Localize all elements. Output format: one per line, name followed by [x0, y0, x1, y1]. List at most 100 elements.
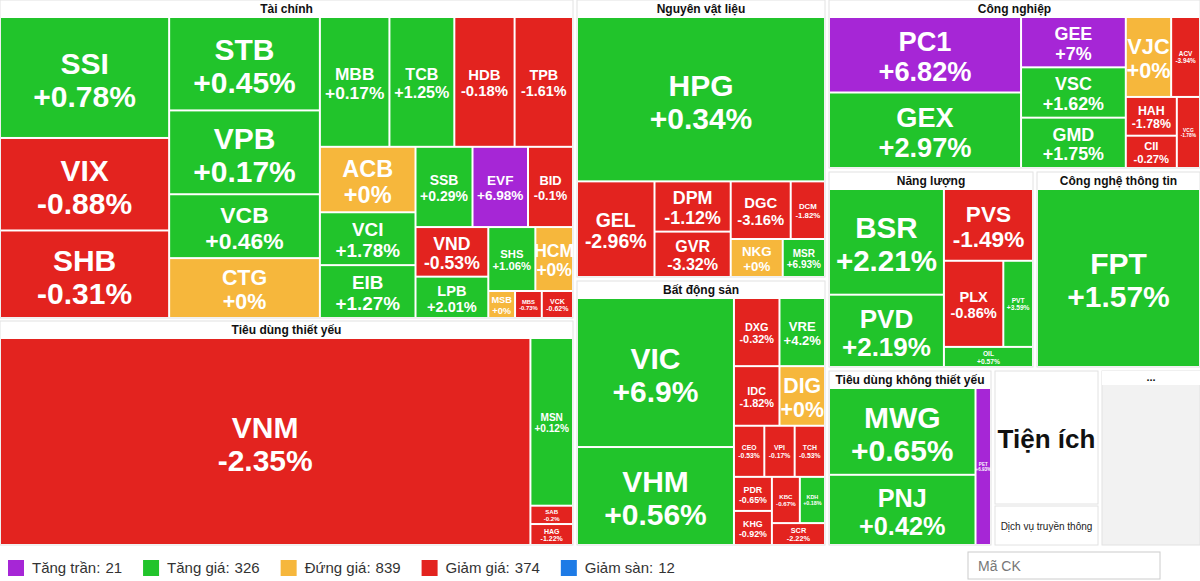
stock-cell[interactable]: VIC+6.9% [578, 299, 733, 446]
stock-cell[interactable]: PET+6.93% [976, 389, 991, 544]
stock-rect[interactable] [1022, 18, 1125, 66]
stock-rect[interactable] [321, 266, 415, 317]
stock-cell[interactable]: VNM-2.35% [1, 339, 529, 544]
stock-rect[interactable] [170, 18, 319, 109]
stock-cell[interactable]: ACB+0% [321, 148, 415, 211]
stock-cell[interactable]: PVT+3.59% [1004, 262, 1032, 346]
stock-rect[interactable] [578, 18, 824, 180]
stock-rect[interactable] [801, 478, 824, 522]
stock-rect[interactable] [455, 18, 513, 146]
stock-cell[interactable]: HCM+0% [534, 228, 574, 290]
stock-cell[interactable]: PDR-0.65% [735, 478, 771, 510]
stock-cell[interactable]: LPB+2.01% [417, 278, 488, 317]
stock-rect[interactable] [830, 476, 975, 544]
stock-cell[interactable]: NKG+0% [732, 240, 782, 276]
stock-rect[interactable] [170, 111, 319, 193]
stock-cell[interactable]: PVD+2.19% [830, 296, 943, 366]
stock-rect[interactable] [1178, 98, 1199, 167]
stock-rect[interactable] [489, 228, 534, 290]
stock-cell[interactable]: CEO-0.53% [735, 427, 763, 476]
stock-rect[interactable] [531, 525, 572, 544]
stock-rect[interactable] [1004, 262, 1032, 346]
stock-rect[interactable] [735, 299, 779, 365]
stock-cell[interactable]: MSN+0.12% [531, 339, 572, 505]
stock-rect[interactable] [735, 478, 771, 510]
stock-rect[interactable] [784, 240, 824, 276]
stock-cell[interactable]: DIG+0% [780, 367, 824, 425]
stock-rect[interactable] [474, 148, 527, 226]
stock-rect[interactable] [945, 190, 1032, 260]
stock-rect[interactable] [796, 427, 824, 476]
stock-cell[interactable]: PNJ+0.42% [830, 476, 975, 544]
stock-rect[interactable] [732, 240, 782, 276]
stock-rect[interactable] [780, 367, 824, 425]
stock-cell[interactable]: SHB-0.31% [1, 231, 168, 317]
stock-cell[interactable]: KDH+0.18% [801, 478, 824, 522]
stock-rect[interactable] [1038, 190, 1199, 366]
stock-rect[interactable] [390, 18, 453, 146]
stock-rect[interactable] [977, 389, 990, 544]
stock-cell[interactable]: SAB-0.2% [531, 507, 572, 523]
stock-cell[interactable]: GEL-2.96% [578, 182, 654, 276]
stock-cell[interactable]: FPT+1.57% [1038, 190, 1199, 366]
stock-cell[interactable]: VSC+1.62% [1022, 68, 1125, 116]
stock-rect[interactable] [945, 262, 1002, 346]
stock-cell[interactable]: PC1+6.82% [830, 18, 1020, 92]
stock-cell[interactable]: MBB+0.17% [321, 18, 389, 146]
stock-cell[interactable]: EIB+1.27% [321, 266, 415, 317]
stock-rect[interactable] [765, 427, 793, 476]
stock-rect[interactable] [321, 213, 415, 264]
stock-rect[interactable] [830, 190, 943, 294]
stock-cell[interactable]: SSB+0.29% [417, 148, 472, 226]
search-box[interactable]: Mã CK [968, 552, 1160, 579]
stock-cell[interactable]: MBS-0.73% [516, 292, 541, 317]
stock-cell[interactable]: VIX-0.88% [1, 139, 168, 230]
stock-rect[interactable] [516, 18, 572, 146]
stock-rect[interactable] [1, 231, 168, 317]
stock-cell[interactable]: GVR-3.32% [656, 233, 730, 276]
stock-rect[interactable] [578, 448, 733, 544]
stock-rect[interactable] [170, 259, 319, 317]
stock-cell[interactable]: SCR-2.22% [773, 524, 824, 544]
stock-rect[interactable] [792, 182, 824, 238]
stock-cell[interactable]: VCG-1.78% [1178, 98, 1199, 167]
stock-rect[interactable] [1, 18, 168, 137]
stock-cell[interactable]: TCB+1.25% [390, 18, 453, 146]
stock-cell[interactable]: HDB-0.18% [455, 18, 513, 146]
stock-rect[interactable] [417, 148, 472, 226]
stock-rect[interactable] [830, 18, 1020, 92]
stock-cell[interactable]: CII-0.27% [1127, 137, 1176, 167]
stock-cell[interactable]: BID-0.1% [529, 148, 572, 226]
stock-cell[interactable]: BSR+2.21% [830, 190, 943, 294]
stock-rect[interactable] [1172, 18, 1199, 96]
stock-rect[interactable] [1127, 137, 1176, 167]
stock-rect[interactable] [773, 478, 799, 522]
stock-cell[interactable]: PVS-1.49% [945, 190, 1032, 260]
stock-cell[interactable]: MSR+6.93% [784, 240, 824, 276]
stock-rect[interactable] [1022, 119, 1125, 167]
stock-cell[interactable]: DCM-1.82% [792, 182, 824, 238]
stock-rect[interactable] [417, 228, 488, 276]
stock-cell[interactable]: VND-0.53% [417, 228, 488, 276]
stock-cell[interactable]: HAH-1.78% [1127, 98, 1176, 135]
stock-rect[interactable] [830, 389, 975, 474]
stock-rect[interactable] [656, 182, 730, 230]
stock-rect[interactable] [735, 367, 779, 425]
stock-cell[interactable]: TCH-0.53% [796, 427, 824, 476]
stock-cell[interactable]: GMD+1.75% [1022, 119, 1125, 167]
stock-rect[interactable] [830, 296, 943, 366]
stock-cell[interactable]: SSI+0.78% [1, 18, 168, 137]
stock-rect[interactable] [656, 233, 730, 276]
stock-cell[interactable]: STB+0.45% [170, 18, 319, 109]
stock-rect[interactable] [773, 524, 824, 544]
stock-rect[interactable] [417, 278, 488, 317]
stock-rect[interactable] [489, 292, 514, 317]
stock-rect[interactable] [529, 148, 572, 226]
stock-cell[interactable]: DPM-1.12% [656, 182, 730, 230]
stock-rect[interactable] [1, 339, 529, 544]
stock-rect[interactable] [945, 348, 1032, 366]
stock-cell[interactable]: VCI+1.78% [321, 213, 415, 264]
stock-cell[interactable]: VCK-0.62% [543, 292, 572, 317]
stock-rect[interactable] [321, 148, 415, 211]
stock-cell[interactable]: GEX+2.97% [830, 94, 1020, 168]
